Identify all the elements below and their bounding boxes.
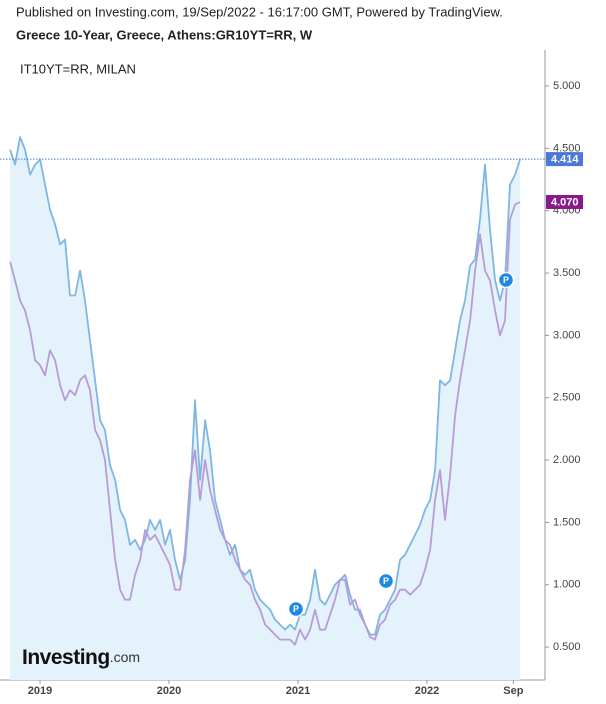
x-tick-label: 2021 — [286, 685, 310, 697]
logo-brand: Investing — [22, 646, 110, 669]
event-markers: P P P — [287, 271, 515, 618]
y-tick-label: 3.000 — [553, 329, 581, 341]
x-tick-label: Sep — [503, 685, 523, 697]
series-line — [9, 136, 521, 636]
y-tick-label: 4.500 — [553, 142, 581, 154]
y-tick-label: 1.500 — [553, 516, 581, 528]
x-tick-label: 2019 — [28, 685, 52, 697]
legend-entry: IT10YT=RR, MILAN — [20, 61, 136, 76]
event-marker[interactable] — [497, 271, 515, 289]
series-line — [9, 201, 521, 646]
header: Published on Investing.com, 19/Sep/2022 … — [16, 4, 503, 19]
marker-icon: P — [293, 604, 299, 614]
x-tick-label: 2022 — [415, 685, 439, 697]
event-marker[interactable] — [287, 600, 305, 618]
event-marker[interactable] — [377, 572, 395, 590]
x-tick-label: 2020 — [157, 685, 181, 697]
price-tag — [546, 152, 583, 167]
price-tag — [546, 194, 583, 209]
y-tick-label: 2.000 — [553, 454, 581, 466]
y-tick-label: 3.500 — [553, 267, 581, 279]
price-tag-label: 4.414 — [551, 153, 579, 165]
y-tick-label: 2.500 — [553, 392, 581, 404]
chart-title: Greece 10-Year, Greece, Athens:GR10YT=RR… — [16, 27, 313, 42]
y-tick-label: 1.000 — [553, 579, 581, 591]
logo: Investing.com — [22, 646, 140, 669]
plot: 0.5001.0001.5002.0002.5003.0003.5004.000… — [0, 50, 583, 697]
y-tick-label: 0.500 — [553, 641, 581, 653]
y-tick-label: 5.000 — [553, 80, 581, 92]
marker-icon: P — [503, 275, 509, 285]
logo-suffix: .com — [110, 649, 140, 665]
marker-icon: P — [383, 576, 389, 586]
area-fill — [10, 137, 521, 680]
price-tag-label: 4.070 — [551, 196, 579, 208]
